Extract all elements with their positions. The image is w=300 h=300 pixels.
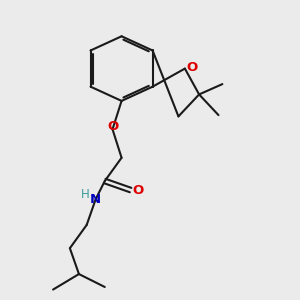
Text: H: H [80,188,89,201]
Text: O: O [132,184,143,196]
Text: N: N [90,193,101,206]
Text: O: O [187,61,198,74]
Text: O: O [107,120,118,133]
